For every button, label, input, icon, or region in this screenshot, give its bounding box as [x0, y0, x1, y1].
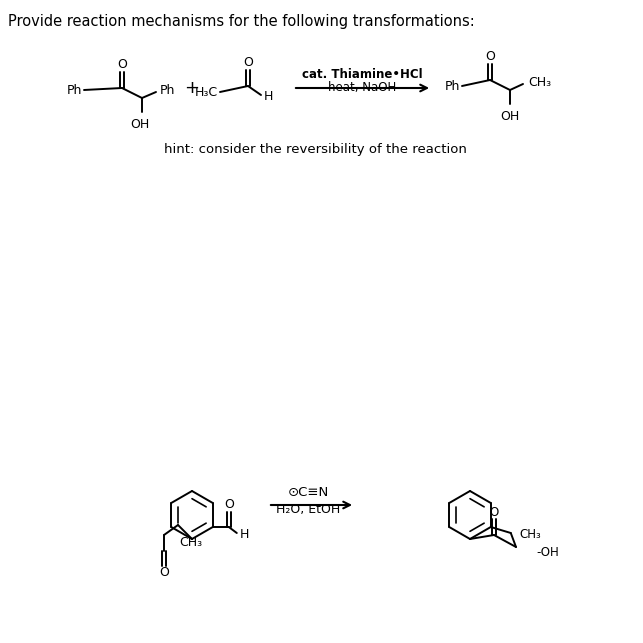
Text: H: H: [264, 89, 273, 102]
Text: Ph: Ph: [160, 84, 176, 98]
Text: CH₃: CH₃: [179, 536, 202, 550]
Text: -OH: -OH: [536, 545, 559, 559]
Text: O: O: [117, 59, 127, 71]
Text: OH: OH: [500, 110, 520, 123]
Text: CH₃: CH₃: [528, 77, 551, 89]
Text: H₂O, EtOH: H₂O, EtOH: [276, 503, 340, 516]
Text: O: O: [224, 498, 233, 511]
Text: ⊙C≡N: ⊙C≡N: [287, 485, 329, 498]
Text: H₃C: H₃C: [195, 86, 218, 98]
Text: O: O: [243, 57, 253, 69]
Text: Ph: Ph: [444, 80, 460, 93]
Text: cat. Thiamine•HCl: cat. Thiamine•HCl: [302, 68, 422, 80]
Text: heat, NaOH: heat, NaOH: [328, 82, 396, 95]
Text: +: +: [185, 79, 199, 97]
Text: OH: OH: [131, 118, 150, 131]
Text: H: H: [240, 527, 249, 541]
Text: O: O: [159, 566, 169, 579]
Text: O: O: [489, 505, 498, 518]
Text: Ph: Ph: [67, 84, 82, 96]
Text: O: O: [485, 51, 495, 64]
Text: hint: consider the reversibility of the reaction: hint: consider the reversibility of the …: [163, 143, 466, 156]
Text: Provide reaction mechanisms for the following transformations:: Provide reaction mechanisms for the foll…: [8, 14, 475, 29]
Text: CH₃: CH₃: [519, 527, 541, 541]
